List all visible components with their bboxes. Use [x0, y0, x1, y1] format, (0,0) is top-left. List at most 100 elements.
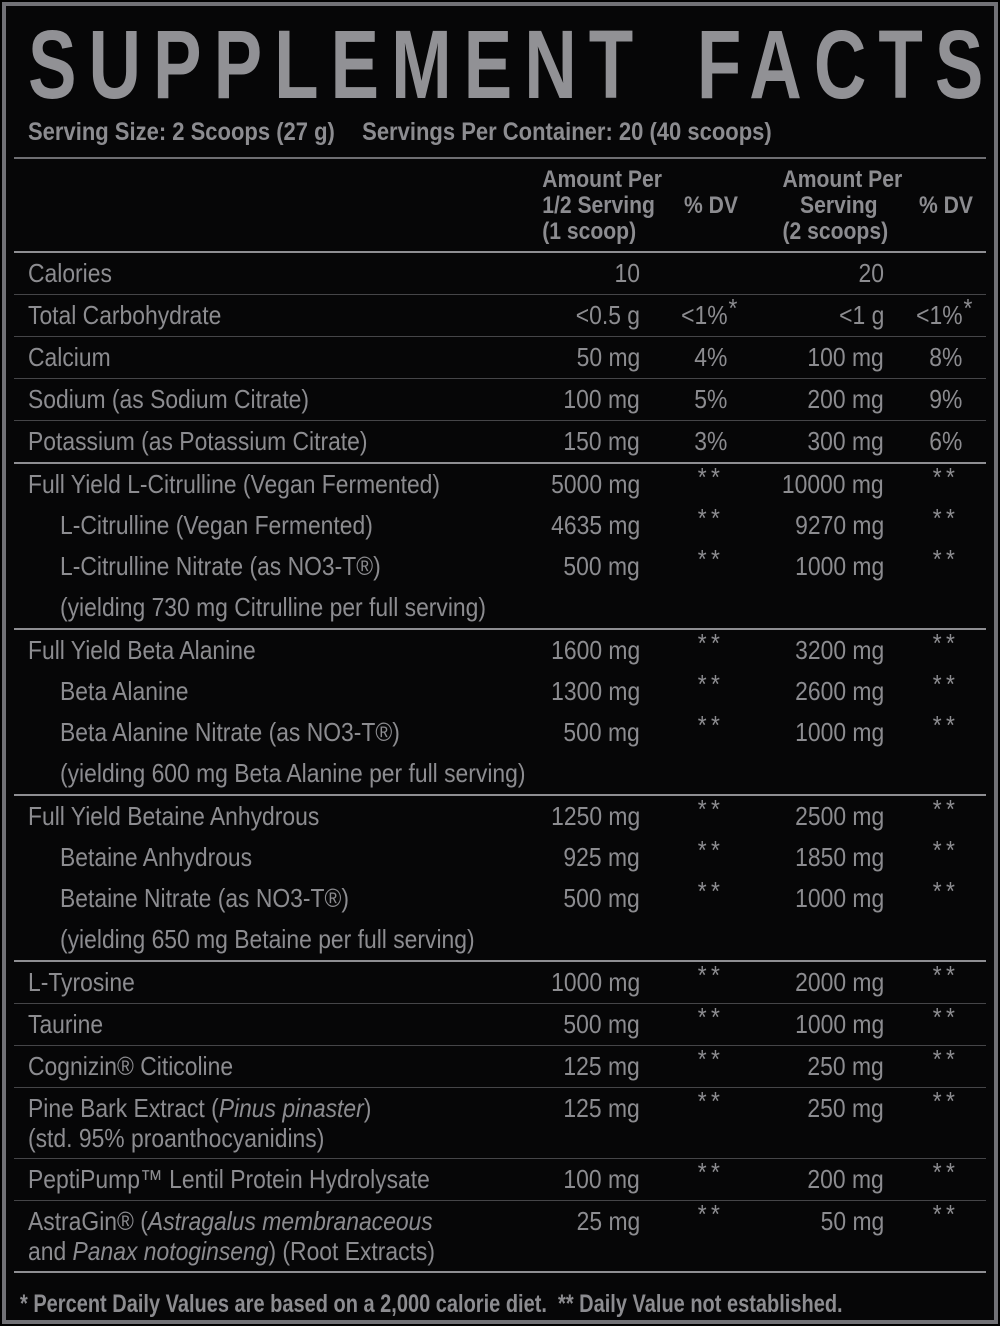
value-text: 1300 mg: [550, 676, 640, 706]
value-text: **: [697, 544, 725, 581]
amount-half-serving-value: 500 mg: [506, 1009, 656, 1040]
dv-half-serving-value: **: [656, 1002, 746, 1040]
dv-half-serving-value: **: [656, 876, 746, 914]
amount-full-serving-value: 20: [746, 258, 906, 289]
value-text: **: [932, 1157, 960, 1194]
ingredient-name: L-Citrulline Nitrate (as NO3-T®): [14, 551, 506, 581]
asterisks: **: [933, 794, 960, 824]
name-text: Calories: [28, 258, 112, 288]
value-text: **: [932, 1086, 960, 1123]
amount-full-serving-value: 10000 mg: [746, 469, 906, 500]
value-text: <0.5 g: [575, 300, 640, 330]
dv-full-serving-value: [931, 924, 1000, 955]
value-text: 2500 mg: [794, 801, 884, 831]
value-text: 500 mg: [563, 551, 640, 581]
table-row: Full Yield Beta Alanine 1600 mg ** 3200 mg *…: [14, 628, 986, 671]
value-text: 500 mg: [563, 717, 640, 747]
name-text: Beta Alanine: [60, 676, 189, 706]
dv-full-serving-value: **: [906, 794, 986, 832]
value-text: **: [697, 1086, 725, 1123]
dv-half-serving-value: **: [656, 835, 746, 873]
value-text: <1%*: [915, 293, 977, 330]
table-row: Full Yield Betaine Anhydrous 1250 mg ** 250…: [14, 794, 986, 837]
amount-full-serving-value: 2500 mg: [746, 801, 906, 832]
ingredient-name-line: Calcium: [28, 342, 449, 372]
footnote: * Percent Daily Values are based on a 2,…: [20, 1290, 843, 1318]
ingredient-name: Full Yield L-Citrulline (Vegan Fermented…: [14, 469, 506, 499]
table-column-headers: Amount Per 1/2 Serving (1 scoop)% DV Amount…: [14, 159, 986, 253]
amount-half-serving-value: <0.5 g: [506, 300, 656, 331]
asterisks: **: [933, 710, 960, 740]
amount-full-serving-value: 300 mg: [746, 426, 906, 457]
value-text: **: [697, 960, 725, 997]
amount-half-serving-value: [544, 592, 694, 623]
asterisks: **: [933, 1044, 960, 1074]
dv-full-serving-value: **: [906, 960, 986, 998]
asterisks: **: [933, 628, 960, 658]
value-text: 10000 mg: [782, 469, 884, 499]
name-text: Calcium: [28, 342, 111, 372]
ingredient-name: Calories: [14, 258, 506, 288]
dv-full-serving-value: **: [906, 669, 986, 707]
name-text: Pine Bark Extract (: [28, 1093, 219, 1123]
value-text: 2000 mg: [794, 967, 884, 997]
dv-half-serving-value: **: [656, 1157, 746, 1195]
amount-half-serving-value: 1600 mg: [506, 635, 656, 666]
asterisks: **: [698, 544, 725, 574]
dv-half-serving-value: **: [656, 462, 746, 500]
amount-half-serving-value: 100 mg: [506, 384, 656, 415]
value-text: 3200 mg: [794, 635, 884, 665]
ingredient-name: Betaine Anhydrous: [14, 842, 506, 872]
name-text: Full Yield L-Citrulline (Vegan Fermented…: [28, 469, 441, 499]
value-text: 10: [614, 258, 640, 288]
name-text: Betaine Nitrate (as NO3-T®): [60, 883, 349, 913]
ingredient-name-line: Full Yield Beta Alanine: [28, 635, 449, 665]
name-text: Sodium (as Sodium Citrate): [28, 384, 310, 414]
label-title: SUPPLEMENT FACTS: [28, 10, 996, 119]
botanical-name: Pinus pinaster: [218, 1093, 364, 1123]
dv-full-serving-value: **: [906, 1199, 986, 1237]
column-header-line: Serving: [800, 192, 878, 219]
name-text: (yielding 600 mg Beta Alanine per full s…: [60, 758, 526, 788]
dv-half-serving-value: [681, 924, 771, 955]
value-text: **: [697, 503, 725, 540]
value-text: 250 mg: [807, 1051, 884, 1081]
dv-full-serving-value: **: [906, 1002, 986, 1040]
ingredient-name-line: L-Citrulline Nitrate (as NO3-T®): [60, 551, 452, 581]
dv-full-serving-value: 6%: [906, 426, 986, 457]
amount-half-serving-value: 25 mg: [506, 1206, 656, 1237]
value-text: 3%: [694, 426, 728, 456]
asterisks: **: [698, 1199, 725, 1229]
ingredient-name-line: Beta Alanine Nitrate (as NO3-T®): [60, 717, 452, 747]
value-text: 5%: [694, 384, 728, 414]
ingredient-name-line: L-Tyrosine: [28, 967, 449, 997]
dv-half-serving-value: **: [656, 544, 746, 582]
amount-half-serving-value: 500 mg: [506, 883, 656, 914]
value-text: 25 mg: [576, 1206, 640, 1236]
table-row: Calories 10 20: [14, 253, 986, 295]
serving-size: Serving Size: 2 Scoops (27 g): [28, 118, 335, 146]
table-row: PeptiPump™ Lentil Protein Hydrolysate 100…: [14, 1157, 986, 1201]
value-text: 8%: [929, 342, 963, 372]
name-text: Cognizin® Citicoline: [28, 1051, 234, 1081]
ingredient-name: (yielding 600 mg Beta Alanine per full s…: [14, 758, 589, 788]
column-header-spacer: [14, 167, 506, 245]
amount-half-serving-value: 1000 mg: [506, 967, 656, 998]
value-text: **: [697, 462, 725, 499]
value-text: **: [932, 669, 960, 706]
ingredient-name: Beta Alanine: [14, 676, 506, 706]
value-text: 150 mg: [563, 426, 640, 456]
ingredient-name-line: Full Yield L-Citrulline (Vegan Fermented…: [28, 469, 449, 499]
dv-half-serving-value: 4%: [656, 342, 746, 373]
amount-full-serving-value: 1000 mg: [746, 551, 906, 582]
value-text: **: [697, 835, 725, 872]
table-row: Beta Alanine Nitrate (as NO3-T®) 500 mg **…: [14, 710, 986, 753]
asterisks: **: [933, 544, 960, 574]
value-text: **: [697, 1157, 725, 1194]
amount-half-serving-value: 4635 mg: [506, 510, 656, 541]
ingredient-name-line: (yielding 650 mg Betaine per full servin…: [60, 924, 475, 954]
name-text: Full Yield Beta Alanine: [28, 635, 256, 665]
amount-full-serving-value: 1000 mg: [746, 1009, 906, 1040]
dv-full-serving-value: [906, 258, 986, 289]
botanical-name: Panax notoginseng: [72, 1236, 269, 1266]
